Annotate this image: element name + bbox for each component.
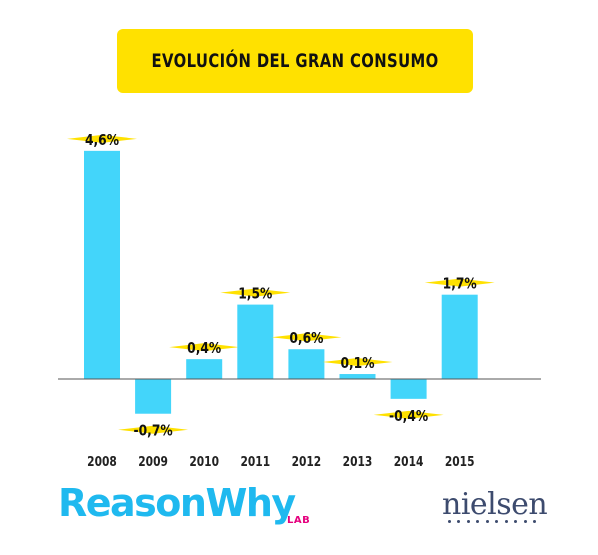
x-tick-label-2009: 2009 [138,454,168,469]
data-label-2010: 0,4% [187,340,221,357]
bar-2011 [237,304,274,379]
data-label-marker-2014 [373,410,444,419]
x-tick-label-2013: 2013 [343,454,373,469]
bar-chart: 4,6% 2008 -0,7% 2009 0,4% 2010 1,5% 2011 0,6% 201… [58,132,541,469]
bar-2008 [84,150,120,379]
x-tick-label-2011: 2011 [240,454,270,469]
bar-2009 [135,379,172,414]
data-label-2014: -0,4% [389,408,428,425]
data-label-marker-2009 [118,425,189,434]
data-label-2012: 0,6% [289,330,323,347]
nielsen-logo-dots [448,520,536,524]
x-tick-label-2010: 2010 [189,454,219,469]
data-label-marker-2008 [67,134,137,143]
data-label-2011: 1,5% [238,285,272,302]
chart-title-box: EVOLUCIÓN DEL GRAN CONSUMO [117,29,473,93]
bar-2012 [288,349,325,379]
data-label-2015: 1,7% [443,276,477,293]
reasonwhy-lab-label: LAB [287,515,311,526]
data-label-marker-2012 [271,333,342,342]
x-tick-label-2008: 2008 [87,454,117,469]
bar-2010 [186,359,223,379]
data-label-marker-2011 [220,288,291,297]
x-tick-label-2015: 2015 [445,454,475,469]
bar-2015 [441,294,478,379]
data-label-marker-2015 [424,278,495,287]
data-label-marker-2010 [169,343,240,352]
reasonwhy-logo: ReasonWhy [58,481,296,525]
data-label-2008: 4,6% [85,132,119,149]
data-label-2013: 0,1% [340,355,374,372]
bar-2013 [339,374,376,379]
nielsen-logo: nielsen [442,487,548,522]
x-tick-label-2012: 2012 [292,454,322,469]
data-label-2009: -0,7% [134,423,173,440]
bar-2014 [390,379,427,399]
x-tick-label-2014: 2014 [394,454,424,469]
chart-title: EVOLUCIÓN DEL GRAN CONSUMO [151,50,439,72]
data-label-marker-2013 [322,358,393,367]
